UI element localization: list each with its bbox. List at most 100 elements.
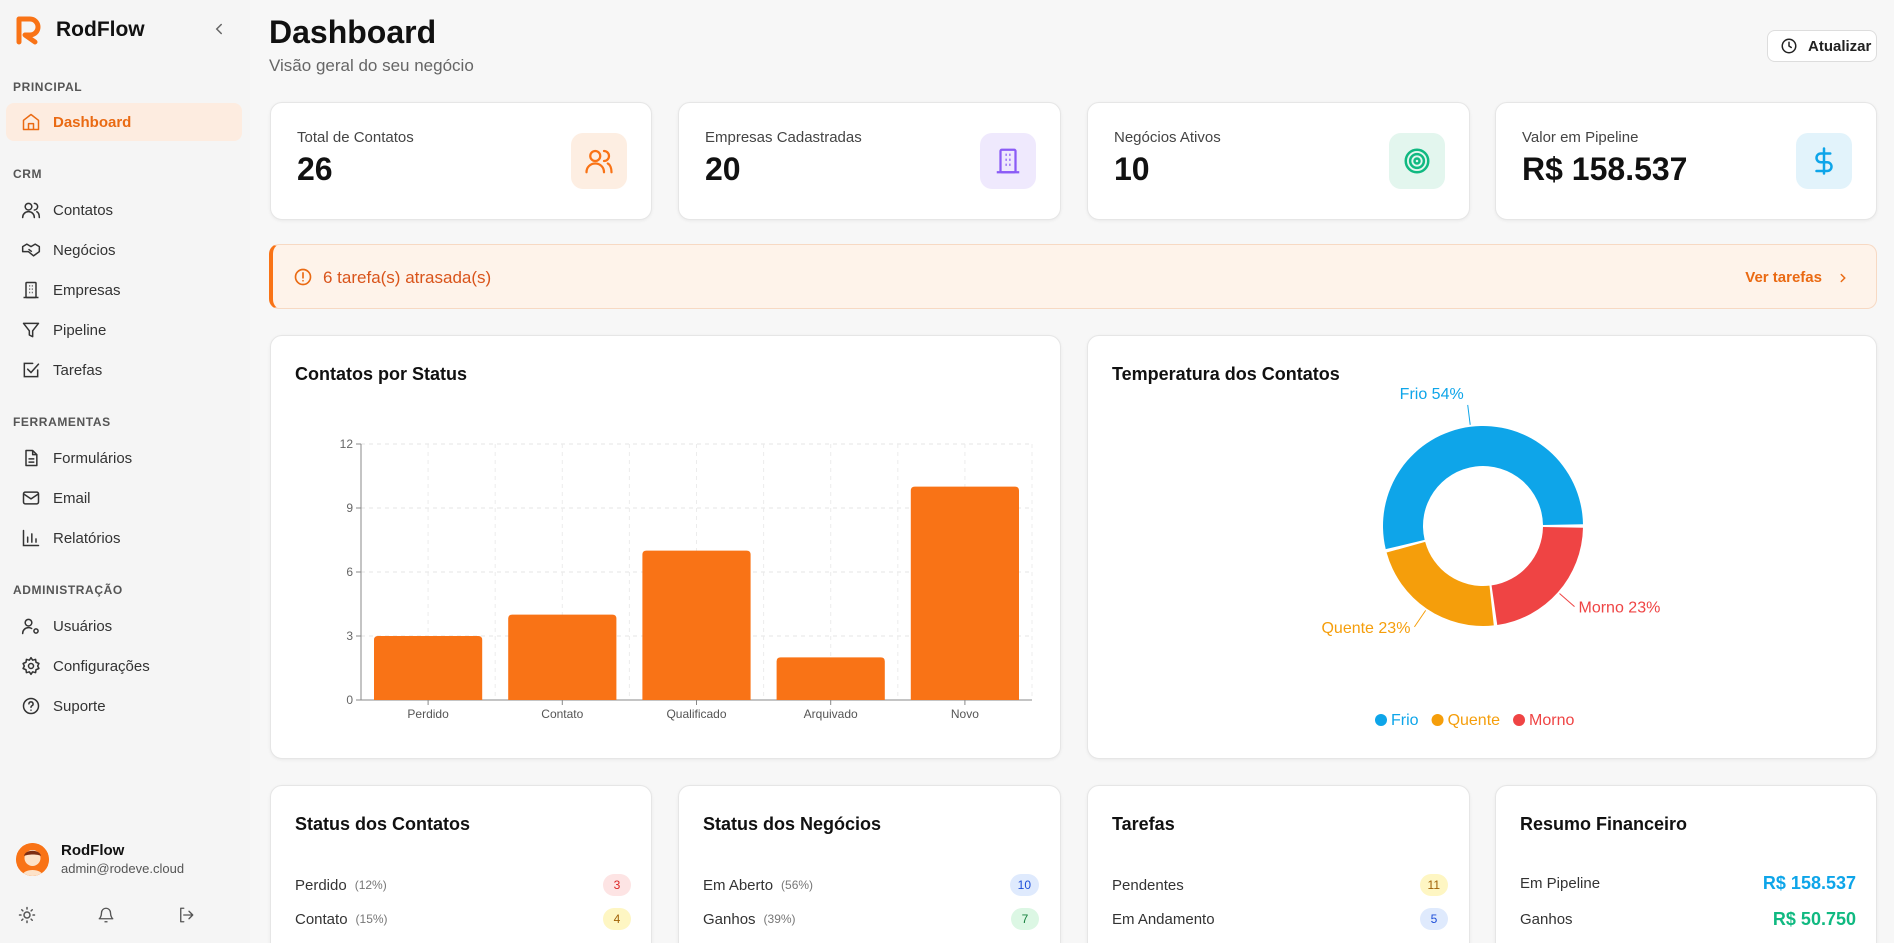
sidebar-item-suporte[interactable]: Suporte [6, 687, 242, 725]
brand[interactable]: RodFlow [14, 14, 145, 46]
sidebar-item-dashboard[interactable]: Dashboard [6, 103, 242, 141]
x-tick-label: Perdido [407, 707, 449, 721]
row-label: Perdido [295, 876, 347, 894]
section-label-crm: CRM [13, 167, 43, 181]
bell-icon[interactable] [97, 906, 115, 924]
row-label: Em Aberto [703, 876, 774, 894]
stat-value: 10 [1114, 151, 1150, 187]
panel-resumo-financeiro: Resumo Financeiro Em Pipeline R$ 158.537… [1495, 785, 1877, 943]
chart-card-temperature: Temperatura dos Contatos Frio 54% Quente … [1087, 335, 1877, 759]
home-icon [22, 113, 40, 131]
chart-card-status: Contatos por Status 0 3 6 9 12 Perdido Contato… [270, 335, 1061, 759]
amount-value: R$ 158.537 [1762, 873, 1856, 893]
stat-card-negocios: Negócios Ativos 10 [1087, 102, 1470, 220]
row-percent: (15%) [355, 912, 388, 926]
bar-contato [508, 614, 617, 700]
legend-swatch [1513, 714, 1526, 726]
sidebar-item-label: Configurações [53, 657, 150, 675]
overdue-tasks-alert: 6 tarefa(s) atrasada(s) Ver tarefas [269, 244, 1877, 309]
slice-quente [1386, 541, 1494, 626]
stat-icon-box [1389, 133, 1445, 189]
alert-text: 6 tarefa(s) atrasada(s) [323, 268, 492, 287]
panel-title: Resumo Financeiro [1520, 814, 1688, 834]
slice-label: Morno 23% [1579, 600, 1661, 617]
bar-perdido [374, 636, 483, 700]
row-percent: (39%) [763, 912, 796, 926]
slice-leader-line [1467, 404, 1471, 425]
row-percent: (56%) [781, 878, 814, 892]
stat-label: Negócios Ativos [1114, 129, 1221, 146]
sidebar-item-label: Usuários [53, 617, 113, 635]
clock-icon [1781, 38, 1797, 54]
sidebar-item-usuarios[interactable]: Usuários [6, 607, 242, 645]
count-badge: 10 [1009, 874, 1039, 896]
sidebar-item-label: Negócios [53, 241, 116, 259]
panel-title: Status dos Negócios [703, 814, 882, 834]
sidebar-item-configuracoes[interactable]: Configurações [6, 647, 242, 685]
list-item[interactable]: Pendentes 11 [1112, 873, 1448, 897]
stat-label: Valor em Pipeline [1522, 129, 1639, 146]
legend-swatch [1431, 714, 1444, 726]
y-tick-label: 3 [346, 629, 353, 643]
handshake-icon [21, 243, 41, 257]
panel-title: Tarefas [1112, 814, 1175, 834]
refresh-button[interactable]: Atualizar [1767, 30, 1877, 62]
page-title: Dashboard [269, 14, 437, 50]
bar-qualificado [642, 550, 751, 700]
stat-card-pipeline: Valor em Pipeline R$ 158.537 [1495, 102, 1877, 220]
row-label: Em Andamento [1112, 910, 1215, 928]
stat-card-contatos: Total de Contatos 26 [270, 102, 652, 220]
sidebar-item-tarefas[interactable]: Tarefas [6, 351, 242, 389]
sidebar-item-pipeline[interactable]: Pipeline [6, 311, 242, 349]
chevron-right-icon [1840, 273, 1846, 282]
sidebar-item-label: Empresas [53, 281, 121, 299]
target-icon [1404, 148, 1430, 174]
list-item[interactable]: Ganhos (39%) 7 [703, 907, 1039, 931]
sidebar-item-formularios[interactable]: Formulários [6, 439, 242, 477]
list-item[interactable]: Contato (15%) 4 [295, 907, 631, 931]
sidebar-item-relatorios[interactable]: Relatórios [6, 519, 242, 557]
user-profile[interactable]: RodFlow admin@rodeve.cloud [16, 842, 184, 876]
legend-label: Morno [1529, 712, 1574, 729]
mail-icon [22, 491, 40, 505]
gear-icon [22, 656, 40, 676]
chart-title: Contatos por Status [295, 364, 468, 384]
list-item[interactable]: Em Aberto (56%) 10 [703, 873, 1039, 897]
sidebar-item-email[interactable]: Email [6, 479, 242, 517]
checkbox-icon [23, 362, 40, 378]
dollar-icon [1815, 147, 1833, 175]
sidebar-item-label: Email [53, 489, 91, 507]
list-item: Em Pipeline R$ 158.537 [1520, 873, 1856, 894]
avatar-face-icon [16, 842, 49, 876]
sidebar-item-empresas[interactable]: Empresas [6, 271, 242, 309]
view-tasks-label: Ver tarefas [1745, 269, 1822, 286]
user-name: RodFlow [61, 842, 125, 859]
bar-novo [910, 486, 1019, 700]
sidebar-item-label: Formulários [53, 449, 133, 467]
panel-status-contatos: Status dos Contatos Perdido (12%) 3 Cont… [270, 785, 652, 943]
y-tick-label: 6 [346, 565, 353, 579]
panel-title: Status dos Contatos [295, 814, 471, 834]
row-label: Em Pipeline [1520, 875, 1601, 892]
row-label: Contato [295, 910, 348, 928]
x-tick-label: Novo [951, 707, 979, 721]
amount-value: R$ 50.750 [1772, 909, 1856, 929]
panel-tarefas: Tarefas Pendentes 11 Em Andamento 5 [1087, 785, 1470, 943]
filter-icon [22, 322, 40, 338]
section-label-ferramentas: FERRAMENTAS [13, 415, 111, 429]
legend-label: Frio [1391, 712, 1419, 729]
sidebar-item-label: Contatos [53, 201, 114, 219]
sidebar-item-contatos[interactable]: Contatos [6, 191, 242, 229]
sun-icon[interactable] [18, 906, 36, 924]
list-item[interactable]: Perdido (12%) 3 [295, 873, 631, 897]
logout-icon[interactable] [177, 906, 195, 924]
x-tick-label: Qualificado [666, 707, 726, 721]
chevron-left-icon[interactable] [210, 20, 228, 38]
sidebar-item-negocios[interactable]: Negócios [6, 231, 242, 269]
list-item[interactable]: Em Andamento 5 [1112, 907, 1448, 931]
view-tasks-link[interactable]: Ver tarefas [1745, 269, 1850, 286]
list-item: Ganhos R$ 50.750 [1520, 909, 1856, 930]
stat-label: Total de Contatos [297, 129, 414, 146]
slice-label: Frio 54% [1400, 386, 1464, 403]
stat-value: 26 [297, 151, 333, 187]
